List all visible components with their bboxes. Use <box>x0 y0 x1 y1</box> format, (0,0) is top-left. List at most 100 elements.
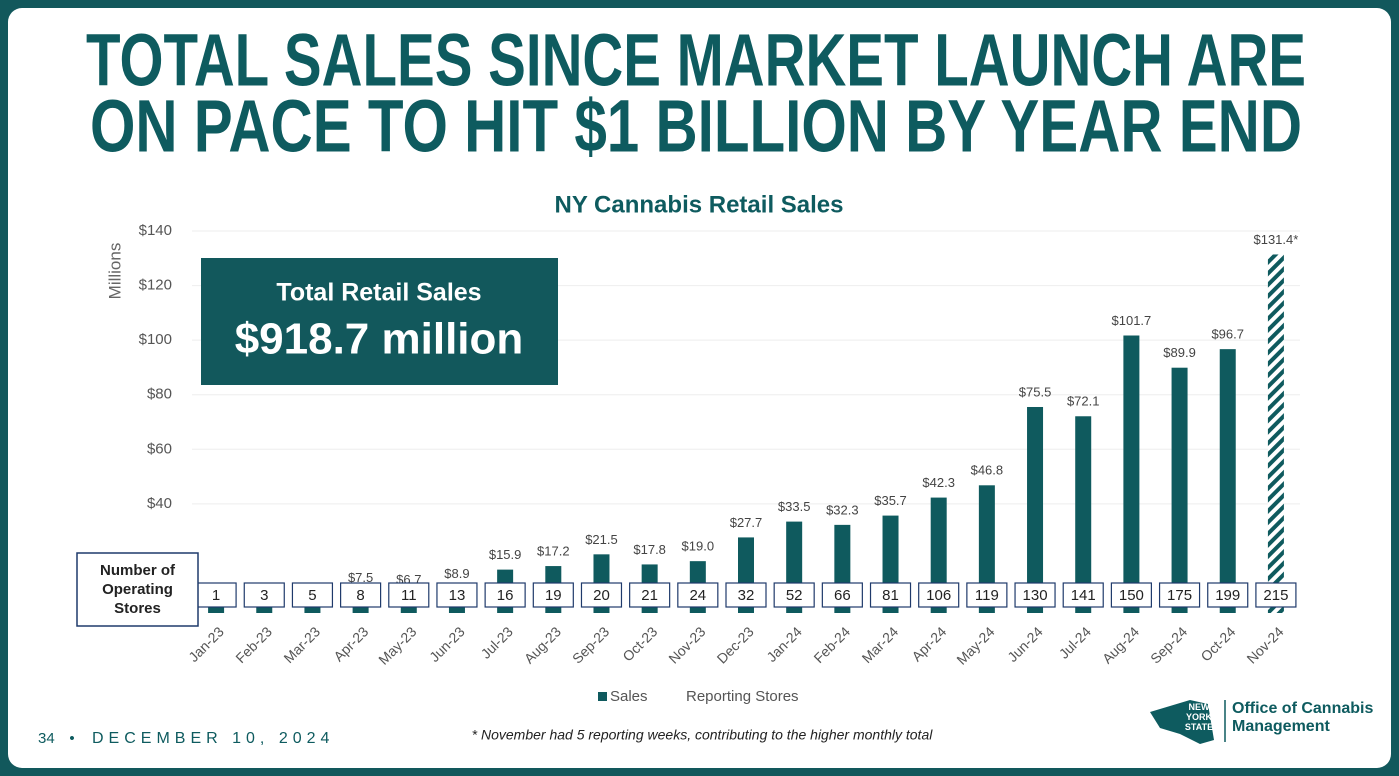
store-box <box>773 582 815 608</box>
bar <box>1219 349 1236 613</box>
store-count: 8 <box>356 587 364 604</box>
store-box <box>966 582 1008 608</box>
store-count: 1 <box>212 587 220 604</box>
y-tick-label: $140 <box>139 222 172 239</box>
legend-label: Sales <box>610 688 648 705</box>
store-box <box>1255 582 1297 608</box>
store-box <box>340 582 382 608</box>
y-axis-label: Millions <box>105 243 124 300</box>
data-label: $46.8 <box>971 463 1004 478</box>
data-label: $75.5 <box>1019 384 1052 399</box>
store-count: 32 <box>738 587 755 604</box>
bar <box>1171 367 1188 613</box>
store-count: 81 <box>882 587 899 604</box>
logo-state-shape <box>1150 700 1214 744</box>
legend: Sales Reporting Stores <box>598 688 799 705</box>
store-box <box>580 582 623 608</box>
store-count: 13 <box>449 587 466 604</box>
store-count: 119 <box>975 587 999 604</box>
data-label: $32.3 <box>826 502 859 517</box>
store-count: 24 <box>689 587 706 604</box>
store-count: 52 <box>786 587 803 604</box>
store-count: 66 <box>834 587 851 604</box>
data-label: $89.9 <box>1163 345 1196 360</box>
store-box <box>436 582 478 608</box>
footnote: * November had 5 reporting weeks, contri… <box>472 727 934 743</box>
data-label: $96.7 <box>1211 327 1244 342</box>
data-label: $7.5 <box>348 570 373 585</box>
footer-separator: • <box>69 730 74 747</box>
store-count: 19 <box>545 587 562 604</box>
stores-row-box <box>76 552 199 627</box>
store-box <box>1062 582 1104 608</box>
callout-box <box>201 258 558 385</box>
y-tick-label: $40 <box>147 495 172 512</box>
store-box <box>725 582 767 608</box>
store-count: 16 <box>497 587 514 604</box>
data-label: $33.5 <box>778 499 811 514</box>
store-box <box>532 582 574 608</box>
data-label: $27.7 <box>730 515 763 530</box>
store-box <box>243 582 285 608</box>
logo-state: NEW YORK STATE <box>1184 702 1214 732</box>
data-label: $19.0 <box>682 539 715 554</box>
slide-title: TOTAL SALES SINCE MARKET LAUNCH ARE <box>86 19 1306 102</box>
data-label: $15.9 <box>489 547 522 562</box>
store-box <box>1110 582 1152 608</box>
store-box <box>195 582 237 608</box>
legend-marker <box>598 692 607 701</box>
data-label: $21.5 <box>585 532 618 547</box>
bar <box>208 606 225 613</box>
footer-date: DECEMBER 10, 2024 <box>92 730 334 747</box>
bar <box>1027 406 1044 613</box>
logo-office-wrap: Office of Cannabis Management <box>1232 700 1374 735</box>
store-count: 141 <box>1071 587 1096 604</box>
chart-title: NY Cannabis Retail Sales <box>554 191 843 218</box>
store-box <box>918 582 960 608</box>
store-box <box>869 582 912 608</box>
store-box <box>388 582 430 608</box>
store-count: 20 <box>593 587 610 604</box>
store-count: 175 <box>1167 587 1192 604</box>
store-box <box>484 582 526 608</box>
bar <box>1075 416 1092 613</box>
callout-value: $918.7 million <box>235 315 524 364</box>
data-label: $131.4* <box>1253 232 1298 247</box>
slide-background <box>8 8 1391 768</box>
store-count: 199 <box>1215 587 1240 604</box>
data-label: $72.1 <box>1067 394 1100 409</box>
data-label: $17.8 <box>633 542 666 557</box>
y-tick-label: $100 <box>139 331 172 348</box>
store-count: 130 <box>1023 587 1048 604</box>
store-count: 11 <box>401 587 417 604</box>
store-box <box>677 582 719 608</box>
store-count: 3 <box>260 587 268 604</box>
store-box <box>821 582 863 608</box>
store-box <box>1014 582 1056 608</box>
store-count: 215 <box>1263 587 1288 604</box>
store-box <box>629 582 671 608</box>
store-count: 5 <box>308 587 316 604</box>
bar <box>1267 254 1284 614</box>
callout-label: Total Retail Sales <box>276 279 481 307</box>
store-count: 150 <box>1119 587 1144 604</box>
y-tick-label: $60 <box>147 440 172 457</box>
data-label: $42.3 <box>922 475 955 490</box>
data-label: $35.7 <box>874 493 907 508</box>
stores-row-label-wrap: Number of Operating Stores <box>100 562 175 617</box>
store-box <box>1207 582 1249 608</box>
page-number: 34 <box>38 730 55 747</box>
y-tick-label: $120 <box>139 277 172 294</box>
bar <box>978 485 995 613</box>
bar <box>1123 335 1140 613</box>
store-count: 106 <box>926 587 951 604</box>
logo-state-wrap: NEW YORK STATE <box>1184 702 1214 732</box>
slide-title: ON PACE TO HIT $1 BILLION BY YEAR END <box>90 85 1302 168</box>
logo-office: Office of Cannabis Management <box>1232 700 1374 735</box>
legend-label: Reporting Stores <box>686 688 799 705</box>
bar <box>304 602 321 613</box>
data-label: $17.2 <box>537 544 570 559</box>
y-tick-label: $80 <box>147 386 172 403</box>
stores-row-label: Number of Operating Stores <box>100 562 175 617</box>
